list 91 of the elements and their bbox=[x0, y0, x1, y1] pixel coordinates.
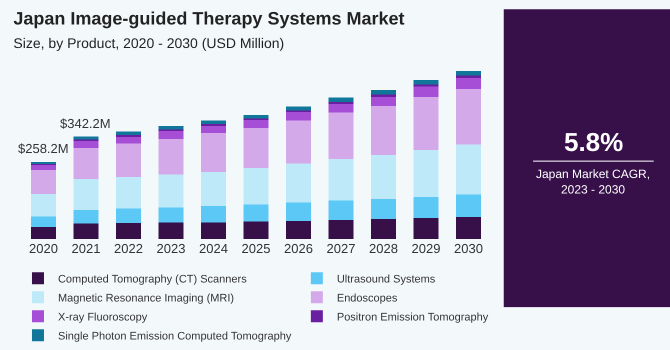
bar bbox=[31, 170, 56, 194]
bar bbox=[286, 112, 311, 121]
bar bbox=[244, 168, 268, 204]
bar bbox=[116, 132, 141, 136]
bar bbox=[286, 164, 311, 203]
bar bbox=[328, 159, 354, 201]
x-tick-label: 2022 bbox=[114, 241, 143, 256]
bar bbox=[328, 103, 354, 113]
x-tick-label: 2026 bbox=[284, 241, 313, 256]
bar bbox=[244, 120, 268, 128]
bar bbox=[371, 218, 396, 239]
bar bbox=[201, 120, 226, 124]
bar bbox=[31, 194, 56, 217]
bar bbox=[116, 208, 141, 224]
bar bbox=[414, 84, 438, 87]
bar bbox=[371, 198, 396, 219]
x-tick-label: 2024 bbox=[199, 241, 228, 256]
bar bbox=[456, 194, 481, 217]
x-tick-label: 2029 bbox=[412, 241, 440, 256]
bar bbox=[328, 112, 354, 160]
bar bbox=[201, 222, 226, 239]
text: Japan Market CAGR, 2023 - 2030 bbox=[536, 167, 650, 197]
bar bbox=[414, 150, 438, 198]
bar bbox=[328, 98, 354, 102]
chart-title: Japan Image-guided Therapy Systems Market bbox=[13, 8, 405, 28]
bar bbox=[328, 220, 354, 239]
x-tick-label: 2030 bbox=[454, 241, 483, 256]
bar bbox=[158, 130, 184, 139]
bar bbox=[371, 90, 396, 94]
legend-label: X-ray Fluoroscopy bbox=[58, 312, 148, 324]
bar bbox=[414, 218, 438, 239]
bar bbox=[456, 76, 481, 78]
bar bbox=[201, 133, 226, 172]
legend-label: Ultrasound Systems bbox=[336, 274, 436, 286]
text: 5.8% bbox=[564, 127, 624, 157]
annotation: $258.2M bbox=[18, 141, 69, 156]
bar bbox=[31, 164, 56, 170]
chart-subtitle: Size, by Product, 2020 - 2030 (USD Million) bbox=[13, 34, 284, 51]
x-tick-label: 2028 bbox=[369, 241, 398, 256]
bar bbox=[244, 222, 268, 239]
bar bbox=[328, 200, 354, 220]
bar bbox=[74, 136, 98, 140]
bar bbox=[31, 227, 56, 239]
legend-label: Endoscopes bbox=[336, 292, 398, 305]
bar bbox=[456, 144, 481, 194]
bar bbox=[116, 136, 141, 144]
bar bbox=[414, 86, 438, 97]
bar bbox=[414, 96, 438, 150]
bar bbox=[456, 216, 481, 239]
bar bbox=[158, 138, 184, 175]
bar bbox=[456, 70, 481, 76]
bar bbox=[456, 78, 481, 90]
x-tick-label: 2027 bbox=[326, 241, 356, 256]
bar bbox=[201, 206, 226, 223]
bar bbox=[286, 202, 311, 222]
bar bbox=[74, 148, 98, 180]
bar bbox=[371, 94, 396, 97]
legend-label: Positron Emission Tomography bbox=[336, 312, 489, 324]
bar bbox=[286, 221, 311, 239]
bar bbox=[74, 140, 98, 148]
x-tick-label: 2025 bbox=[242, 241, 270, 256]
bar bbox=[74, 224, 98, 239]
legend-label: Magnetic Resonance Imaging (MRI) bbox=[58, 292, 234, 305]
bar bbox=[371, 106, 396, 155]
bar bbox=[414, 197, 438, 218]
x-tick-label: 2020 bbox=[29, 241, 58, 256]
x-tick-label: 2023 bbox=[156, 241, 186, 256]
bar bbox=[244, 114, 268, 118]
legend-label: Computed Tomography (CT) Scanners bbox=[58, 274, 248, 286]
bar bbox=[244, 204, 268, 222]
bar bbox=[286, 120, 311, 164]
legend-label: Single Photon Emission Computed Tomography bbox=[58, 330, 292, 343]
bar bbox=[74, 210, 98, 224]
bar bbox=[201, 172, 226, 206]
bar bbox=[201, 125, 226, 134]
bar bbox=[158, 208, 184, 223]
bar bbox=[158, 174, 184, 208]
bar bbox=[158, 222, 184, 239]
bar bbox=[31, 216, 56, 228]
bar bbox=[286, 106, 311, 111]
annotation: $342.2M bbox=[60, 116, 111, 131]
bar bbox=[74, 179, 98, 210]
bar bbox=[158, 126, 184, 130]
bar bbox=[414, 80, 438, 84]
bar bbox=[371, 154, 396, 199]
x-tick-label: 2021 bbox=[72, 241, 100, 256]
bar bbox=[116, 223, 141, 239]
bar bbox=[456, 89, 481, 145]
bar bbox=[116, 177, 141, 208]
bar bbox=[244, 128, 268, 168]
bar bbox=[116, 144, 141, 178]
